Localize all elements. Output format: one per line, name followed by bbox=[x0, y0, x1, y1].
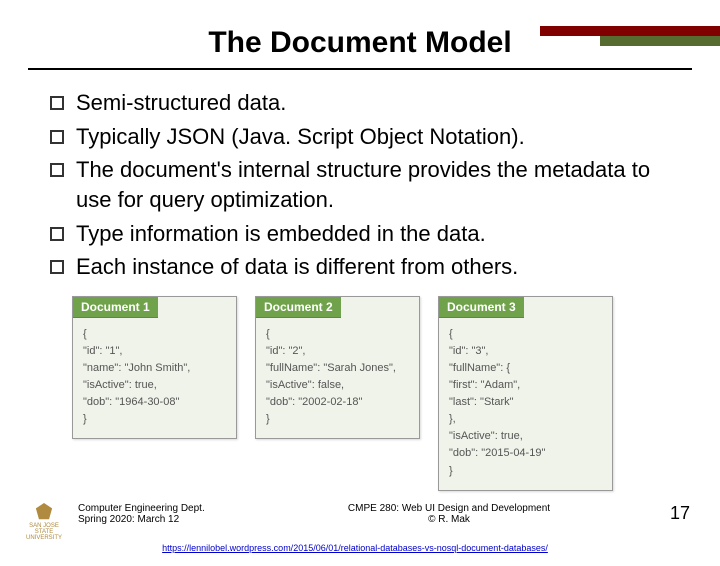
code-line: } bbox=[449, 463, 602, 480]
code-line: "fullName": "Sarah Jones", bbox=[266, 360, 409, 377]
top-accent bbox=[0, 26, 720, 46]
code-line: { bbox=[266, 326, 409, 343]
document-tab: Document 2 bbox=[256, 297, 341, 318]
logo-mark-icon bbox=[35, 503, 53, 521]
code-line: { bbox=[449, 326, 602, 343]
footer-dept: Computer Engineering Dept. bbox=[78, 503, 268, 514]
bullet-item: Semi-structured data. bbox=[50, 88, 680, 118]
bullet-item: Typically JSON (Java. Script Object Nota… bbox=[50, 122, 680, 152]
code-line: "last": "Stark" bbox=[449, 394, 602, 411]
code-line: } bbox=[83, 411, 226, 428]
code-line: { bbox=[83, 326, 226, 343]
code-line: "isActive": true, bbox=[449, 428, 602, 445]
bullet-item: Type information is embedded in the data… bbox=[50, 219, 680, 249]
code-line: "dob": "1964-30-08" bbox=[83, 394, 226, 411]
bullet-item: Each instance of data is different from … bbox=[50, 252, 680, 282]
code-line: "first": "Adam", bbox=[449, 377, 602, 394]
footer-course: CMPE 280: Web UI Design and Development bbox=[268, 503, 630, 514]
page-number: 17 bbox=[630, 503, 690, 524]
code-line: }, bbox=[449, 411, 602, 428]
code-line: } bbox=[266, 411, 409, 428]
footer-left: Computer Engineering Dept. Spring 2020: … bbox=[68, 503, 268, 525]
code-line: "name": "John Smith", bbox=[83, 360, 226, 377]
code-line: "fullName": { bbox=[449, 360, 602, 377]
bullet-item: The document's internal structure provid… bbox=[50, 155, 680, 214]
code-line: "isActive": true, bbox=[83, 377, 226, 394]
document-card: Document 1 { "id": "1", "name": "John Sm… bbox=[72, 296, 237, 439]
accent-stripe-red bbox=[540, 26, 720, 36]
document-card: Document 3 { "id": "3", "fullName": { "f… bbox=[438, 296, 613, 490]
accent-stripe-olive bbox=[600, 36, 720, 46]
code-line: "id": "1", bbox=[83, 343, 226, 360]
document-tab: Document 3 bbox=[439, 297, 524, 318]
document-body: { "id": "1", "name": "John Smith", "isAc… bbox=[73, 318, 236, 438]
bullet-list: Semi-structured data. Typically JSON (Ja… bbox=[50, 88, 680, 282]
document-body: { "id": "2", "fullName": "Sarah Jones", … bbox=[256, 318, 419, 438]
footer-author: © R. Mak bbox=[268, 514, 630, 525]
document-body: { "id": "3", "fullName": { "first": "Ada… bbox=[439, 318, 612, 489]
document-card: Document 2 { "id": "2", "fullName": "Sar… bbox=[255, 296, 420, 439]
documents-row: Document 1 { "id": "1", "name": "John Sm… bbox=[72, 296, 680, 490]
sjsu-logo: SAN JOSE STATE UNIVERSITY bbox=[20, 503, 68, 541]
footer-term: Spring 2020: March 12 bbox=[78, 514, 268, 525]
code-line: "isActive": false, bbox=[266, 377, 409, 394]
document-tab: Document 1 bbox=[73, 297, 158, 318]
title-rule bbox=[28, 68, 692, 70]
footer: SAN JOSE STATE UNIVERSITY Computer Engin… bbox=[0, 503, 720, 554]
source-link[interactable]: https://lennilobel.wordpress.com/2015/06… bbox=[162, 543, 548, 553]
logo-text: SAN JOSE STATE UNIVERSITY bbox=[20, 523, 68, 541]
code-line: "dob": "2015-04-19" bbox=[449, 445, 602, 462]
footer-center: CMPE 280: Web UI Design and Development … bbox=[268, 503, 630, 525]
code-line: "id": "2", bbox=[266, 343, 409, 360]
code-line: "dob": "2002-02-18" bbox=[266, 394, 409, 411]
code-line: "id": "3", bbox=[449, 343, 602, 360]
